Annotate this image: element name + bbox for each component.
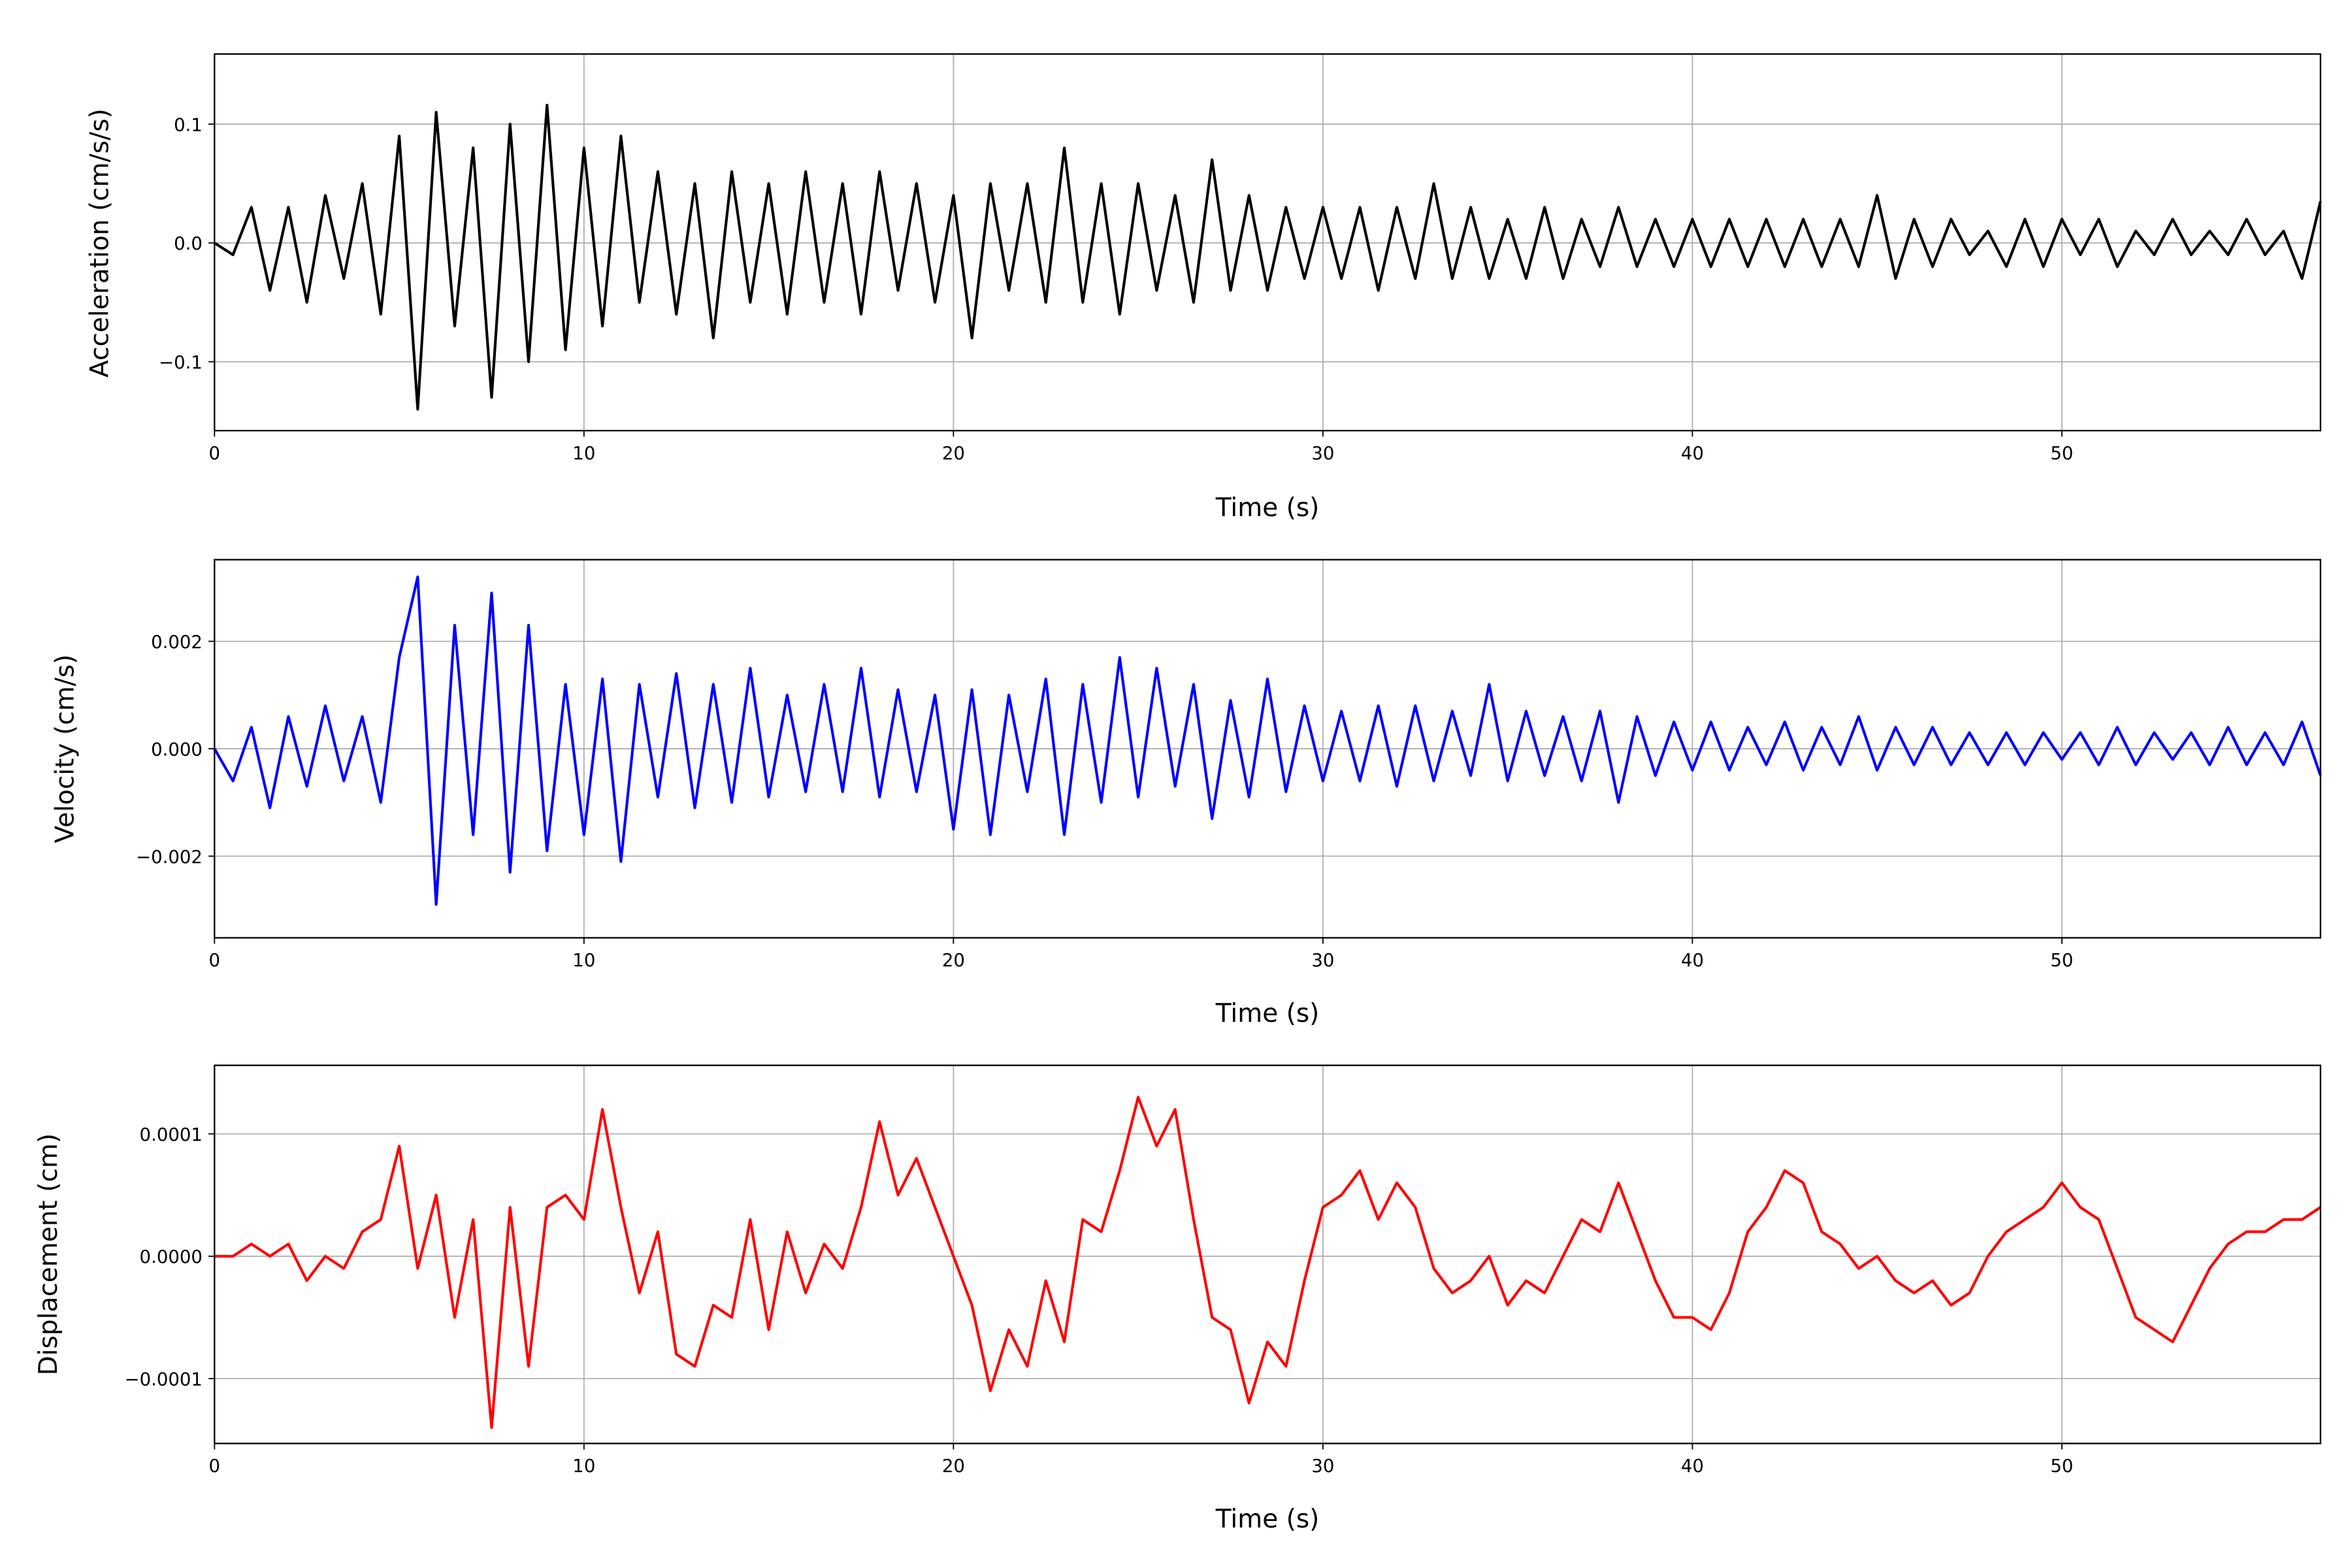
acceleration-x-tick-label: 50 <box>2050 443 2073 464</box>
displacement-y-axis-label: Displacement (cm) <box>34 1134 63 1376</box>
velocity-y-tick-label: −0.002 <box>136 847 203 868</box>
displacement-x-tick-label: 50 <box>2050 1456 2073 1477</box>
velocity-x-tick-label: 50 <box>2050 950 2073 971</box>
velocity-x-tick-label: 40 <box>1681 950 1704 971</box>
velocity-panel: Velocity (cm/s) Time (s) 0 10 20 30 40 50 0.00… <box>51 559 2322 1028</box>
acceleration-x-axis-label: Time (s) <box>1215 493 1320 523</box>
displacement-x-axis-label: Time (s) <box>1215 1505 1320 1534</box>
acceleration-y-tick-label: 0.1 <box>174 114 203 135</box>
acceleration-x-tick-label: 30 <box>1311 443 1334 464</box>
acceleration-y-tick-label: 0.0 <box>174 233 203 254</box>
velocity-x-tick-label: 30 <box>1311 950 1334 971</box>
displacement-x-tick-label: 40 <box>1681 1456 1704 1477</box>
acceleration-axes-frame <box>214 53 2321 432</box>
displacement-x-tick-label: 10 <box>572 1456 595 1477</box>
acceleration-x-tick-label: 40 <box>1681 443 1704 464</box>
displacement-x-tick-label: 20 <box>942 1456 965 1477</box>
velocity-y-tick-label: 0.000 <box>151 739 203 760</box>
acceleration-series-line <box>214 103 2322 411</box>
velocity-x-axis-label: Time (s) <box>1215 999 1320 1028</box>
velocity-x-tick-label: 10 <box>572 950 595 971</box>
displacement-y-tick-label: 0.0000 <box>140 1247 203 1267</box>
velocity-axes-frame <box>214 559 2321 939</box>
acceleration-x-tick-label: 0 <box>209 443 221 464</box>
displacement-panel: Displacement (cm) Time (s) 0 10 20 30 40 50 0.… <box>34 1064 2321 1534</box>
velocity-series-line <box>213 575 2322 906</box>
acceleration-panel: Acceleration (cm/s/s) Time (s) 0 10 20 30 40… <box>85 53 2322 523</box>
velocity-x-tick-label: 0 <box>209 950 221 971</box>
displacement-series-line <box>214 1096 2321 1429</box>
acceleration-x-tick-label: 10 <box>572 443 595 464</box>
acceleration-y-tick-label: −0.1 <box>159 352 203 373</box>
velocity-x-tick-label: 20 <box>942 950 965 971</box>
acceleration-x-tick-label: 20 <box>942 443 965 464</box>
displacement-y-tick-label: 0.0001 <box>140 1124 203 1145</box>
velocity-y-axis-label: Velocity (cm/s) <box>51 655 80 843</box>
velocity-y-tick-label: 0.002 <box>151 632 203 653</box>
displacement-axes-frame <box>214 1064 2321 1445</box>
displacement-y-tick-label: −0.0001 <box>124 1369 202 1390</box>
displacement-x-tick-label: 0 <box>209 1456 221 1477</box>
acceleration-y-axis-label: Acceleration (cm/s/s) <box>85 108 114 378</box>
displacement-x-tick-label: 30 <box>1311 1456 1334 1477</box>
